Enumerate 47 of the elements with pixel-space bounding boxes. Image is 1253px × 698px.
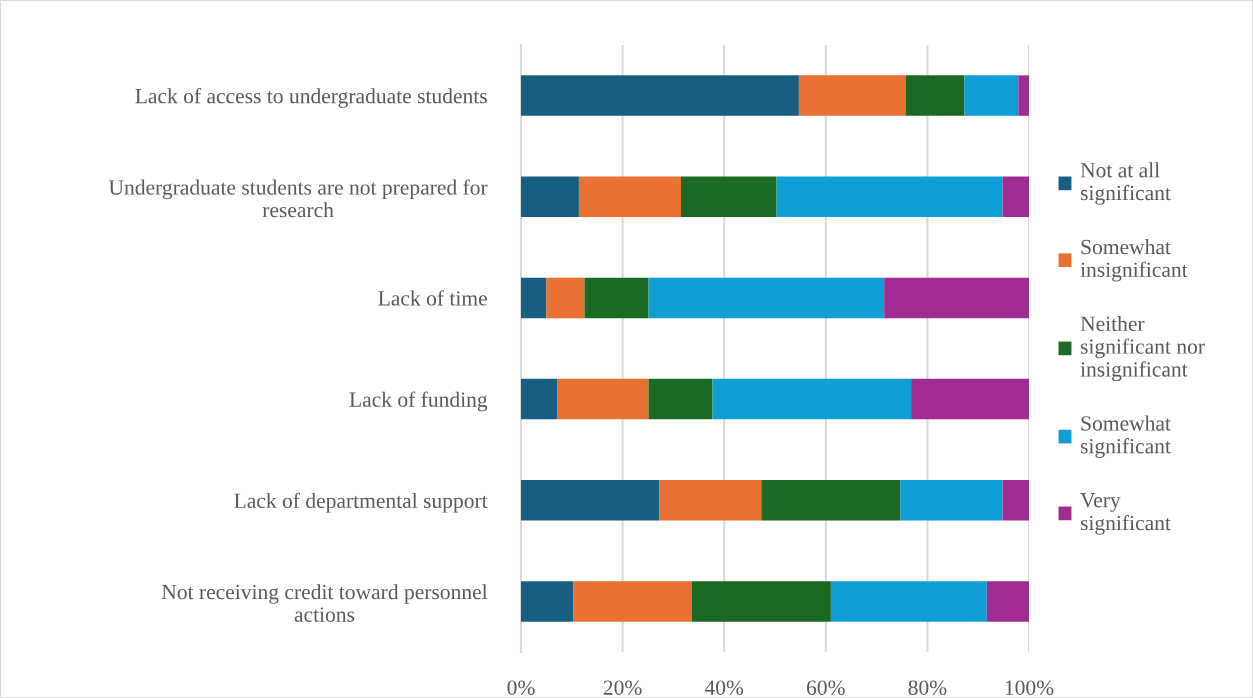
y-tick-label: Not receiving credit toward personnel actions <box>161 584 488 622</box>
x-tick-label: 40% <box>704 680 744 695</box>
legend-label: Neither significant nor insignificant <box>1080 315 1205 382</box>
bar <box>911 378 1029 420</box>
bar <box>584 277 649 319</box>
bar <box>578 176 682 217</box>
x-tick-label: 100% <box>1005 680 1054 695</box>
bar <box>830 581 987 622</box>
bar <box>521 277 547 319</box>
y-tick-label: Lack of access to undergraduate students <box>135 88 487 108</box>
bar <box>546 277 585 319</box>
bar <box>1002 176 1029 217</box>
bar <box>659 480 762 521</box>
bar <box>691 581 831 622</box>
bar <box>776 176 1003 217</box>
bar <box>964 75 1019 116</box>
bar <box>1002 480 1029 521</box>
bar <box>986 581 1029 622</box>
bar <box>798 75 906 116</box>
bar <box>521 581 574 622</box>
bar <box>521 176 579 217</box>
x-tick-label: 60% <box>807 680 845 695</box>
y-tick-label: Undergraduate students are not prepared for research <box>108 179 488 218</box>
bar <box>648 378 713 420</box>
bar <box>521 75 799 116</box>
bar <box>573 581 692 622</box>
legend-label: Somewhat significant <box>1080 415 1171 458</box>
bar <box>681 176 777 217</box>
x-tick-label: 20% <box>603 680 642 695</box>
y-tick-label: Lack of departmental support <box>234 492 488 513</box>
legend-label: Not at all significant <box>1080 162 1171 205</box>
bar <box>648 277 885 319</box>
y-tick-label: Lack of time <box>378 290 487 306</box>
bar <box>884 277 1029 319</box>
legend-label: Very significant <box>1080 493 1171 535</box>
bar <box>905 75 965 116</box>
legend-label: Somewhat insignificant <box>1080 239 1188 282</box>
bar <box>761 480 901 521</box>
bar <box>1018 75 1029 116</box>
y-tick-label: Lack of funding <box>349 391 488 412</box>
bar <box>900 480 1003 521</box>
x-tick-label: 80% <box>908 680 947 695</box>
bar <box>521 480 660 521</box>
bar <box>557 378 649 420</box>
x-tick-label: 0% <box>507 680 535 695</box>
bar <box>712 378 912 420</box>
bar <box>521 378 558 420</box>
